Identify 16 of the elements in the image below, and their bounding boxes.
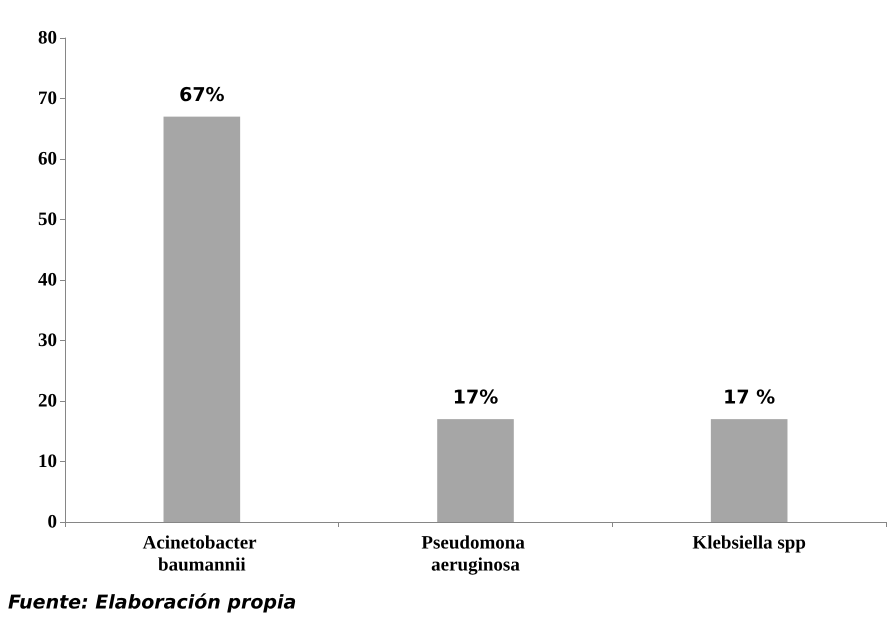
data-label: 17 % (723, 386, 776, 409)
data-label: 17% (452, 386, 498, 409)
y-tick-label: 60 (38, 148, 57, 170)
y-tick-label: 0 (48, 512, 57, 532)
x-tick-label: Klebsiella spp (692, 532, 806, 554)
y-tick-label: 50 (38, 209, 57, 230)
x-tick-label: Acinetobacter baumannii (142, 532, 262, 576)
y-tick-label: 40 (38, 270, 57, 290)
y-tick-label: 30 (38, 330, 57, 351)
y-tick-label: 70 (38, 88, 57, 109)
data-label: 67% (179, 84, 225, 106)
x-tick-label: Pseudomona aeruginosa (421, 532, 530, 576)
y-tick-label: 10 (38, 451, 57, 472)
source-note: Fuente: Elaboración propia (8, 592, 296, 614)
y-tick-label: 80 (38, 28, 57, 48)
y-tick-label: 20 (38, 390, 57, 412)
